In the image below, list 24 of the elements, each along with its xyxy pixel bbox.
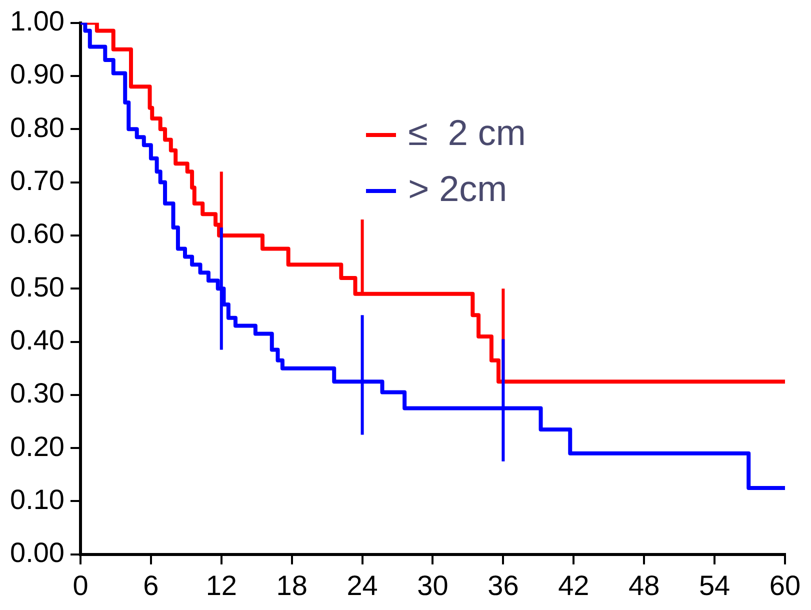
legend-label: ≤ 2 cm [408, 112, 526, 153]
x-tick-label: 0 [72, 570, 88, 601]
y-tick-label: 0.80 [10, 112, 64, 143]
legend-label: > 2cm [408, 168, 508, 209]
y-tick-label: 0.10 [10, 484, 64, 515]
y-tick-label: 1.00 [10, 6, 64, 37]
x-tick-label: 6 [143, 570, 159, 601]
y-tick-label: 0.20 [10, 430, 64, 462]
y-tick-label: 0.70 [10, 165, 64, 196]
y-tick-label: 0.90 [10, 58, 64, 90]
x-tick-label: 30 [417, 570, 448, 601]
y-tick-label: 0.00 [10, 537, 64, 568]
x-tick-label: 36 [488, 570, 519, 601]
x-tick-label: 48 [628, 570, 660, 601]
x-tick-label: 60 [769, 570, 801, 601]
x-tick-label: 42 [558, 570, 590, 601]
y-tick-label: 0.40 [10, 324, 64, 356]
y-tick-label: 0.30 [10, 378, 64, 409]
x-tick-label: 54 [698, 570, 730, 601]
x-tick-label: 12 [206, 570, 237, 601]
x-tick-label: 18 [276, 570, 308, 601]
y-tick-label: 0.50 [10, 271, 64, 302]
y-tick-label: 0.60 [10, 218, 64, 250]
x-tick-label: 24 [346, 570, 378, 601]
